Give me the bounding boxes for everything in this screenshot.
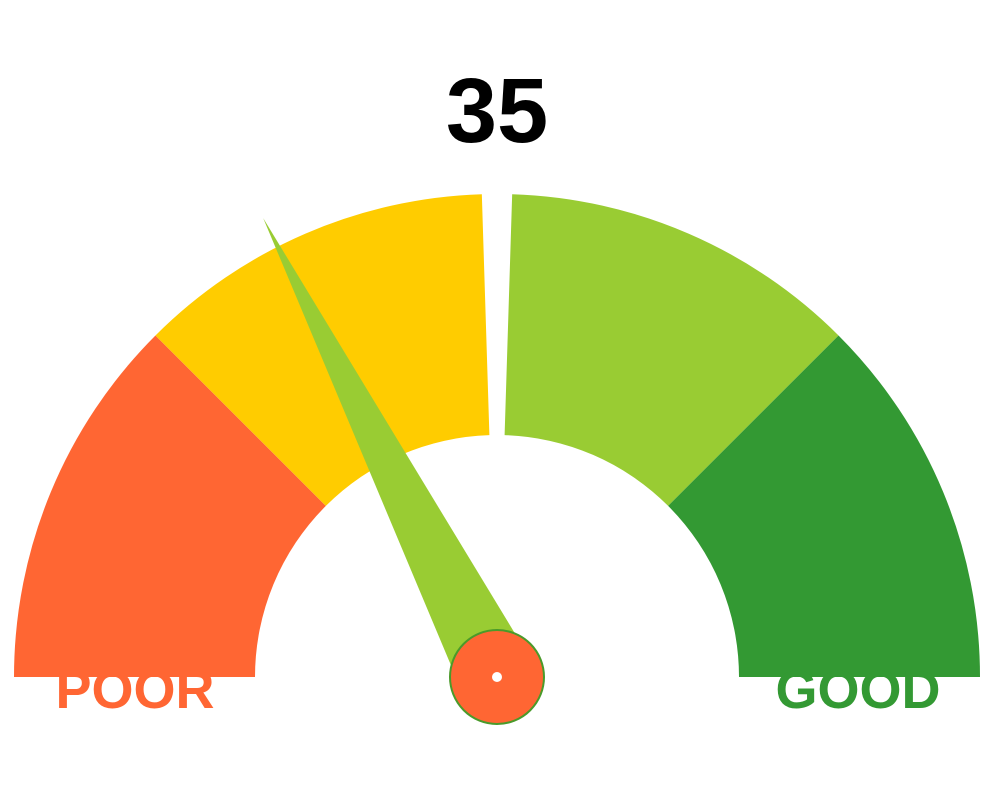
gauge-band-4 (668, 335, 980, 677)
gauge-bands (14, 194, 980, 677)
gauge-needle (263, 218, 531, 695)
hub-center-dot (492, 672, 502, 682)
gauge-value: 35 (446, 60, 548, 162)
good-label: GOOD (775, 660, 940, 720)
gauge-band-1 (14, 335, 326, 677)
gauge-band-3 (504, 194, 839, 506)
poor-label: POOR (55, 660, 214, 720)
